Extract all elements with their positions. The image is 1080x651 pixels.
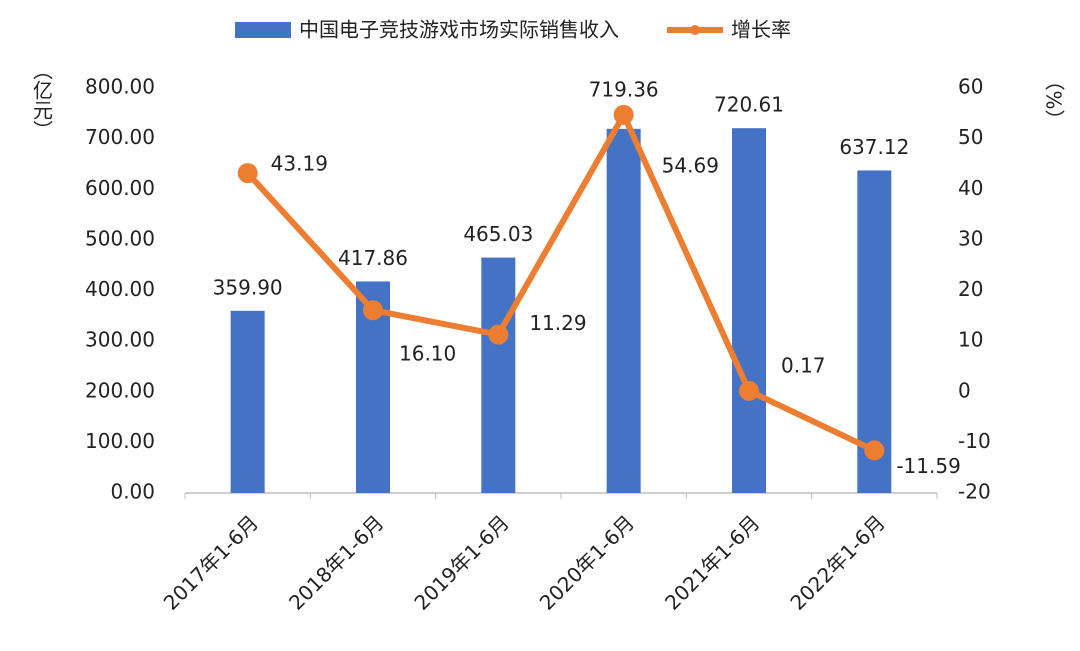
y-tick-label: 200.00 — [85, 378, 155, 402]
line-marker — [739, 380, 759, 401]
y-tick-label: 700.00 — [85, 125, 155, 149]
y2-tick-label: 30 — [958, 226, 983, 250]
line-marker — [488, 324, 509, 345]
growth-line — [245, 111, 876, 454]
bar — [857, 170, 892, 493]
bar — [606, 128, 641, 493]
bar-value-label: 720.61 — [714, 93, 784, 117]
legend-swatch — [690, 25, 700, 35]
line-value-label: -11.59 — [896, 454, 960, 478]
bar — [230, 310, 265, 493]
y-tick-label: 500.00 — [85, 226, 155, 250]
x-tick-label: 2022年1-6月 — [785, 510, 889, 614]
bar-value-label: 359.90 — [213, 275, 283, 299]
legend-swatch — [235, 22, 291, 38]
x-tick-label: 2021年1-6月 — [660, 510, 764, 614]
bar-value-label: 465.03 — [463, 222, 533, 246]
legend-label: 增长率 — [731, 18, 791, 42]
line-value-label: 54.69 — [662, 153, 719, 177]
y2-tick-label: 40 — [958, 176, 983, 200]
y2-tick-label: 20 — [958, 277, 983, 301]
bar-value-label: 719.36 — [589, 77, 659, 101]
x-tick-label: 2017年1-6月 — [159, 510, 263, 614]
bar — [732, 128, 766, 493]
y2-axis-label: （%） — [1042, 70, 1066, 129]
y-axis-label: （亿元） — [30, 60, 54, 140]
line-marker — [864, 440, 885, 461]
x-tick-label: 2019年1-6月 — [409, 510, 513, 614]
y-tick-label: 0.00 — [110, 480, 155, 504]
y2-tick-label: 0 — [958, 378, 971, 402]
y-tick-label: 300.00 — [85, 328, 155, 352]
line-value-label: 16.10 — [399, 342, 456, 366]
y2-tick-label: -20 — [958, 480, 991, 504]
y-tick-label: 400.00 — [85, 277, 155, 301]
legend-label: 中国电子竞技游戏市场实际销售收入 — [299, 18, 619, 42]
line-value-label: 43.19 — [271, 152, 328, 176]
line-value-label: 11.29 — [529, 311, 586, 335]
line-marker — [363, 300, 383, 321]
bar-value-label: 637.12 — [839, 135, 909, 159]
x-tick-label: 2018年1-6月 — [284, 510, 388, 614]
line-value-label: 0.17 — [781, 353, 826, 377]
bar-value-label: 417.86 — [338, 246, 408, 270]
line-marker — [237, 163, 258, 184]
y-tick-label: 100.00 — [85, 429, 155, 453]
bar — [481, 257, 516, 493]
y2-tick-label: 50 — [958, 125, 983, 149]
y-tick-label: 600.00 — [85, 176, 155, 200]
y2-tick-label: -10 — [958, 429, 991, 453]
y2-tick-label: 60 — [958, 75, 983, 99]
x-tick-label: 2020年1-6月 — [535, 510, 639, 614]
line-marker — [613, 104, 634, 125]
y-tick-label: 800.00 — [85, 75, 155, 99]
y2-tick-label: 10 — [958, 328, 983, 352]
